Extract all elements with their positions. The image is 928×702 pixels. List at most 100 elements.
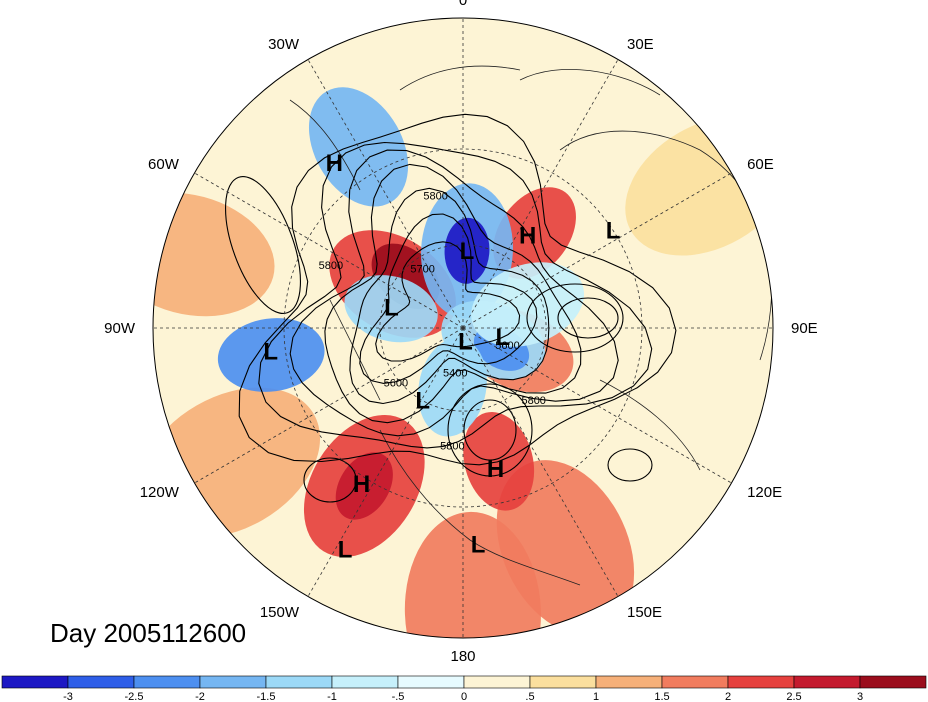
colorbar-swatch bbox=[727, 675, 795, 689]
meridian-line bbox=[307, 59, 464, 329]
high-pressure-marker: H bbox=[519, 223, 536, 250]
low-pressure-marker: L bbox=[458, 328, 473, 355]
colorbar-swatch bbox=[67, 675, 135, 689]
latitude-circle bbox=[283, 148, 643, 508]
low-pressure-marker: L bbox=[606, 218, 621, 245]
contour-label: 5700 bbox=[410, 263, 434, 275]
meridian-line bbox=[462, 172, 732, 329]
anomaly-blob bbox=[153, 192, 275, 317]
contour-label: 5800 bbox=[521, 395, 545, 407]
low-pressure-marker: L bbox=[460, 238, 475, 265]
colorbar-swatch bbox=[595, 675, 663, 689]
meridian-line bbox=[462, 59, 619, 329]
longitude-label: 90E bbox=[791, 320, 818, 337]
meridian-line bbox=[307, 327, 464, 597]
map-border bbox=[152, 17, 774, 639]
contour-labels: 5800 5600 5800 5600 5400 5700 5800 5800 bbox=[319, 190, 546, 452]
longitude-label: 120E bbox=[747, 484, 782, 501]
anomaly-blob bbox=[308, 87, 409, 207]
meridian-line bbox=[462, 327, 619, 597]
geopotential-contours bbox=[225, 113, 677, 503]
latitude-circle bbox=[379, 244, 547, 412]
height-contour bbox=[349, 187, 550, 405]
height-contour bbox=[463, 399, 517, 461]
colorbar-tick-label: -1.5 bbox=[257, 691, 276, 702]
colorbar: -3 -2.5 -2 -1.5 -1 -.5 0 .5 1 1.5 2 2.5 3 bbox=[1, 675, 927, 702]
coastline bbox=[329, 299, 381, 401]
contour-label: 5400 bbox=[443, 368, 467, 380]
colorbar-tick-label: -2 bbox=[195, 691, 205, 702]
colorbar-tick-label: -1 bbox=[327, 691, 337, 702]
colorbar-swatch bbox=[265, 675, 333, 689]
contour-label: 5600 bbox=[495, 340, 519, 352]
high-pressure-marker: H bbox=[326, 150, 343, 177]
longitude-label: 30E bbox=[627, 36, 654, 53]
longitude-label: 90W bbox=[104, 320, 136, 337]
map-title: Day 2005112600 bbox=[50, 618, 247, 648]
longitude-label: 60E bbox=[747, 156, 774, 173]
longitude-label: 120W bbox=[140, 484, 180, 501]
height-contour bbox=[258, 141, 653, 449]
low-pressure-marker: L bbox=[338, 537, 353, 564]
colorbar-swatch bbox=[859, 675, 927, 689]
height-contour bbox=[607, 448, 653, 482]
anomaly-blob bbox=[493, 187, 576, 279]
height-contour bbox=[526, 283, 624, 353]
colorbar-swatch bbox=[397, 675, 465, 689]
longitude-label: 30W bbox=[268, 36, 300, 53]
anomaly-blob bbox=[471, 262, 585, 347]
height-contour bbox=[225, 176, 301, 314]
height-contour bbox=[324, 163, 582, 424]
meridian-line bbox=[194, 172, 464, 329]
anomaly-blob bbox=[335, 452, 393, 520]
high-pressure-marker: H bbox=[487, 456, 504, 483]
colorbar-tick-label: -3 bbox=[63, 691, 73, 702]
longitude-labels: 90E 60E 30E 0 30W 60W 90W 120W 150W 180 150E 120E bbox=[104, 0, 818, 665]
height-contour bbox=[303, 457, 357, 503]
colorbar-swatch bbox=[199, 675, 267, 689]
contour-label: 5800 bbox=[319, 260, 343, 272]
anomaly-field bbox=[153, 18, 773, 638]
longitude-label: 150E bbox=[627, 604, 662, 621]
colorbar-tick-label: 2.5 bbox=[786, 691, 801, 702]
anomaly-blob bbox=[444, 217, 490, 284]
low-pressure-marker: L bbox=[384, 295, 399, 322]
meridian-line bbox=[462, 327, 732, 484]
colorbar-tick-label: 3 bbox=[857, 691, 863, 702]
low-pressure-marker: L bbox=[263, 339, 278, 366]
anomaly-blob bbox=[404, 511, 541, 638]
colorbar-tick-label: .5 bbox=[525, 691, 534, 702]
low-pressure-marker: L bbox=[495, 324, 510, 351]
low-pressure-marker: L bbox=[415, 388, 430, 415]
coastline bbox=[379, 429, 581, 586]
colorbar-swatch bbox=[331, 675, 399, 689]
colorbar-swatch bbox=[793, 675, 861, 689]
colorbar-tick-label: 1.5 bbox=[654, 691, 669, 702]
colorbar-tick-label: -2.5 bbox=[125, 691, 144, 702]
high-pressure-marker: H bbox=[353, 471, 370, 498]
height-contour bbox=[447, 383, 533, 477]
contour-label: 5800 bbox=[440, 441, 464, 453]
colorbar-swatch bbox=[1, 675, 69, 689]
colorbar-swatch bbox=[463, 675, 531, 689]
longitude-label: 0 bbox=[459, 0, 467, 9]
meridian-line bbox=[194, 327, 464, 484]
low-pressure-marker: L bbox=[471, 532, 486, 559]
height-contour bbox=[359, 213, 538, 384]
lat-lon-grid bbox=[153, 18, 773, 638]
colorbar-swatch bbox=[133, 675, 201, 689]
colorbar-tick-label: 2 bbox=[725, 691, 731, 702]
colorbar-tick-label: -.5 bbox=[392, 691, 405, 702]
colorbar-swatch bbox=[529, 675, 597, 689]
height-contour bbox=[557, 297, 619, 339]
coastline bbox=[399, 65, 521, 91]
height-contour bbox=[375, 241, 521, 362]
colorbar-swatch bbox=[661, 675, 729, 689]
coastline bbox=[519, 68, 661, 96]
longitude-label: 180 bbox=[450, 648, 475, 665]
colorbar-tick-label: 0 bbox=[461, 691, 467, 702]
anomaly-blob bbox=[217, 318, 325, 392]
coastline bbox=[599, 379, 701, 471]
